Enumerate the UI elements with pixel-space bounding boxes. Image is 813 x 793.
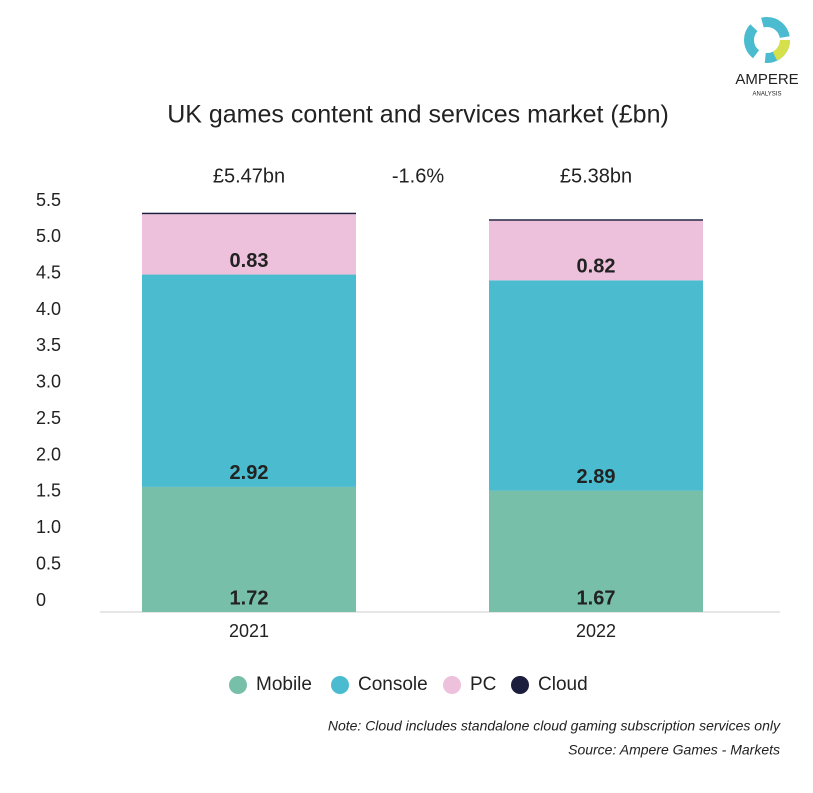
y-tick-label: 5.5: [36, 190, 61, 210]
data-label: 2.92: [230, 462, 269, 484]
change-label: -1.6%: [392, 165, 444, 187]
bar-segment: [142, 214, 356, 275]
bar-segment: [489, 280, 703, 491]
bar-segment: [142, 212, 356, 215]
data-label: 1.72: [230, 587, 269, 609]
bar-segment: [489, 220, 703, 281]
source: Source: Ampere Games - Markets: [568, 742, 780, 758]
legend-swatch: [511, 676, 529, 694]
chart-title: UK games content and services market (£b…: [167, 101, 669, 129]
y-tick-label: 4.5: [36, 262, 61, 282]
legend-label: Mobile: [256, 674, 312, 695]
bar-segment: [489, 490, 703, 612]
legend-swatch: [331, 676, 349, 694]
y-tick-label: 4.0: [36, 299, 61, 319]
y-tick-label: 2.0: [36, 444, 61, 464]
bar-segment: [142, 274, 356, 487]
bar-segment: [489, 219, 703, 221]
legend-label: PC: [470, 674, 496, 695]
y-tick-label: 0.5: [36, 553, 61, 573]
legend-swatch: [229, 676, 247, 694]
total-label: £5.47bn: [213, 165, 285, 187]
x-tick-label: 2021: [229, 621, 269, 641]
y-tick-label: 5.0: [36, 226, 61, 246]
total-label: £5.38bn: [560, 165, 632, 187]
logo-ring-accent: [744, 17, 790, 63]
logo-name: AMPERE: [735, 71, 798, 88]
data-label: 2.89: [577, 466, 616, 488]
logo-mark: [744, 17, 790, 63]
legend-label: Cloud: [538, 674, 588, 695]
data-label: 0.83: [230, 250, 269, 272]
y-tick-label: 0: [36, 590, 46, 610]
data-label: 1.67: [577, 587, 616, 609]
y-tick-label: 1.5: [36, 481, 61, 501]
y-tick-label: 2.5: [36, 408, 61, 428]
note: Note: Cloud includes standalone cloud ga…: [328, 718, 781, 734]
y-tick-label: 3.5: [36, 335, 61, 355]
y-tick-label: 3.0: [36, 372, 61, 392]
data-label: 0.82: [577, 256, 616, 278]
legend-label: Console: [358, 674, 428, 695]
y-tick-label: 1.0: [36, 517, 61, 537]
legend-swatch: [443, 676, 461, 694]
x-tick-label: 2022: [576, 621, 616, 641]
logo-sub: ANALYSIS: [753, 92, 782, 98]
bar-segment: [142, 486, 356, 612]
